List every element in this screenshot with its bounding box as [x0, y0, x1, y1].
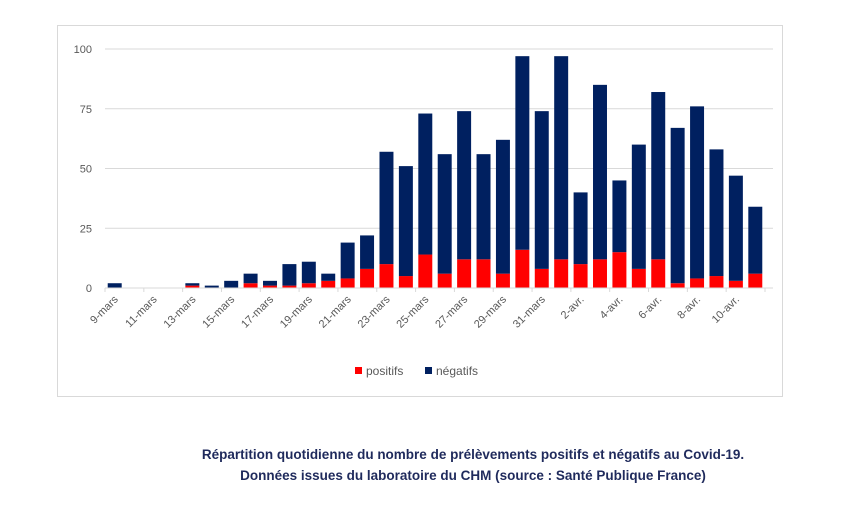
bar-positifs-10-avr.	[728, 280, 743, 288]
bar-positifs-6-avr.	[651, 259, 666, 288]
x-tick-label: 6-avr.	[636, 294, 664, 322]
bar-negatifs-9-avr.	[709, 149, 724, 277]
bar-negatifs-17-mars	[263, 280, 277, 286]
bar-negatifs-22-mars	[360, 235, 375, 269]
bar-negatifs-5-avr.	[631, 144, 646, 269]
x-tick-label: 29-mars	[472, 293, 509, 330]
bar-positifs-5-avr.	[631, 268, 646, 288]
bar-negatifs-14-mars	[204, 285, 219, 288]
x-tick-label: 13-mars	[161, 293, 198, 330]
x-tick-label: 25-mars	[394, 293, 431, 330]
bar-negatifs-10-avr.	[728, 175, 743, 281]
bar-positifs-29-mars	[495, 273, 510, 288]
bar-positifs-25-mars	[418, 254, 433, 288]
x-tick-label: 8-avr.	[675, 294, 703, 322]
stacked-bar-chart: 0 25 50 75 100 9-mars 11-mars 13-mars 15-mars 17-…	[74, 44, 773, 378]
legend-label: négatifs	[436, 364, 478, 378]
bar-positifs-24-mars	[398, 276, 413, 288]
x-tick-label: 19-mars	[278, 293, 315, 330]
bar-negatifs-25-mars	[418, 113, 433, 255]
bar-negatifs-19-mars	[301, 261, 316, 284]
bar-negatifs-8-avr.	[690, 106, 705, 279]
bar-negatifs-6-avr.	[651, 92, 666, 260]
x-tick-label: 10-avr.	[710, 294, 742, 326]
bar-negatifs-1-avr.	[554, 56, 569, 260]
y-tick-label: 75	[80, 104, 92, 116]
bar-positifs-27-mars	[457, 259, 472, 288]
bar-positifs-31-mars	[534, 268, 549, 288]
bar-negatifs-27-mars	[457, 111, 472, 260]
bar-negatifs-28-mars	[476, 154, 491, 260]
x-tick-label: 2-avr.	[559, 294, 587, 322]
bar-positifs-3-avr.	[593, 259, 607, 288]
bar-positifs-1-avr.	[554, 259, 569, 288]
bar-positifs-30-mars	[515, 249, 530, 288]
bar-positifs-22-mars	[360, 268, 375, 288]
bar-positifs-20-mars	[321, 280, 336, 288]
legend-label: positifs	[366, 364, 403, 378]
x-tick-label: 4-avr.	[598, 294, 626, 322]
bar-negatifs-20-mars	[321, 273, 336, 281]
bar-negatifs-4-avr.	[612, 180, 627, 253]
x-tick-label: 9-mars	[88, 293, 121, 326]
bar-negatifs-21-mars	[340, 242, 355, 279]
bar-positifs-16-mars	[243, 283, 258, 288]
bar-negatifs-11-avr.	[748, 206, 763, 274]
bar-positifs-28-mars	[476, 259, 491, 288]
bar-negatifs-7-avr.	[670, 127, 685, 284]
bar-positifs-17-mars	[263, 285, 277, 288]
bar-positifs-9-avr.	[709, 276, 724, 288]
y-tick-label: 50	[80, 164, 92, 176]
bar-positifs-19-mars	[301, 283, 316, 288]
bar-positifs-13-mars	[185, 285, 200, 288]
caption-line-2: Données issues du laboratoire du CHM (so…	[240, 468, 706, 483]
bar-negatifs-13-mars	[185, 283, 200, 286]
x-tick-label: 21-mars	[317, 293, 354, 330]
bar-positifs-21-mars	[340, 278, 355, 288]
bar-negatifs-31-mars	[534, 111, 549, 269]
x-tick-label: 23-mars	[356, 293, 393, 330]
figure-caption: Répartition quotidienne du nombre de pré…	[0, 444, 865, 486]
chart-frame	[57, 25, 783, 397]
bar-negatifs-30-mars	[515, 56, 530, 250]
bar-positifs-11-avr.	[748, 273, 763, 288]
bar-positifs-8-avr.	[690, 278, 705, 288]
bar-negatifs-24-mars	[398, 166, 413, 277]
y-tick-label: 100	[74, 44, 92, 56]
bar-positifs-23-mars	[379, 264, 394, 288]
bar-negatifs-29-mars	[495, 139, 510, 274]
bar-negatifs-18-mars	[282, 264, 297, 286]
x-tick-label: 27-mars	[433, 293, 470, 330]
x-tick-label: 15-mars	[200, 293, 237, 330]
bar-positifs-7-avr.	[670, 283, 685, 288]
y-tick-label: 0	[86, 283, 92, 295]
bar-positifs-4-avr.	[612, 252, 627, 288]
x-tick-label: 11-mars	[123, 293, 160, 330]
bar-positifs-26-mars	[437, 273, 452, 288]
bar-negatifs-23-mars	[379, 151, 394, 265]
bar-negatifs-9-mars	[107, 283, 122, 288]
bar-positifs-2-avr.	[573, 264, 588, 288]
y-tick-label: 25	[80, 223, 92, 235]
legend-swatch-positifs	[355, 367, 362, 374]
bar-positifs-18-mars	[282, 285, 297, 288]
bar-negatifs-26-mars	[437, 154, 452, 274]
caption-line-1: Répartition quotidienne du nombre de pré…	[201, 447, 745, 462]
bar-negatifs-16-mars	[243, 273, 258, 284]
bar-negatifs-2-avr.	[573, 192, 588, 265]
bar-negatifs-3-avr.	[593, 84, 607, 260]
x-tick-label: 17-mars	[239, 293, 276, 330]
x-tick-label: 31-mars	[511, 293, 548, 330]
legend-swatch-negatifs	[425, 367, 432, 374]
bar-negatifs-15-mars	[224, 280, 239, 288]
